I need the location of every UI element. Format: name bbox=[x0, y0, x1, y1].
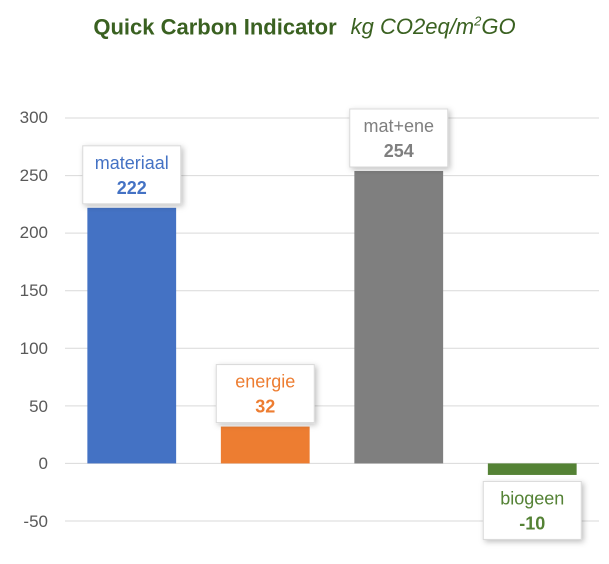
category-label: energie bbox=[235, 372, 295, 392]
data-label-mat+ene: mat+ene 254 bbox=[349, 108, 449, 168]
chart-unit-sup: 2 bbox=[474, 14, 482, 29]
y-tick-label: 50 bbox=[29, 397, 48, 416]
bar-biogeen bbox=[487, 463, 577, 475]
data-label-box bbox=[349, 108, 449, 168]
value-label: 32 bbox=[255, 397, 275, 417]
data-label-box bbox=[215, 364, 315, 424]
chart-title-text: Quick Carbon Indicator bbox=[93, 14, 337, 40]
bar-materiaal bbox=[87, 207, 177, 464]
data-label-materiaal: materiaal 222 bbox=[82, 145, 182, 205]
data-label-biogeen: biogeen -10 bbox=[482, 480, 582, 540]
data-label-box bbox=[482, 480, 582, 540]
data-label-box bbox=[82, 145, 182, 205]
y-tick-label: 100 bbox=[19, 339, 48, 358]
y-tick-label: -50 bbox=[23, 512, 48, 531]
value-label: -10 bbox=[519, 513, 545, 533]
chart-title: Quick Carbon Indicator kg CO2eq/m2GO bbox=[0, 14, 609, 40]
chart-unit: kg CO2eq/m2GO bbox=[351, 14, 516, 39]
y-tick-label: 300 bbox=[19, 108, 48, 127]
y-tick-label: 0 bbox=[38, 454, 48, 473]
value-label: 254 bbox=[384, 141, 414, 161]
bars bbox=[87, 170, 577, 475]
y-tick-label: 200 bbox=[19, 223, 48, 242]
category-label: biogeen bbox=[500, 488, 564, 508]
bar-energie bbox=[220, 426, 310, 464]
category-label: mat+ene bbox=[363, 116, 434, 136]
chart-unit-text: kg CO2eq/m bbox=[350, 14, 475, 40]
y-tick-label: 150 bbox=[19, 281, 48, 300]
y-tick-label: 250 bbox=[19, 166, 48, 185]
data-label-energie: energie 32 bbox=[215, 364, 315, 424]
chart-unit-tail: GO bbox=[481, 14, 516, 40]
bar-mat+ene bbox=[354, 170, 444, 464]
data-labels: materiaal 222 energie 32 mat+ene 254 biogeen -1… bbox=[82, 108, 582, 540]
category-label: materiaal bbox=[95, 153, 169, 173]
value-label: 222 bbox=[117, 178, 147, 198]
